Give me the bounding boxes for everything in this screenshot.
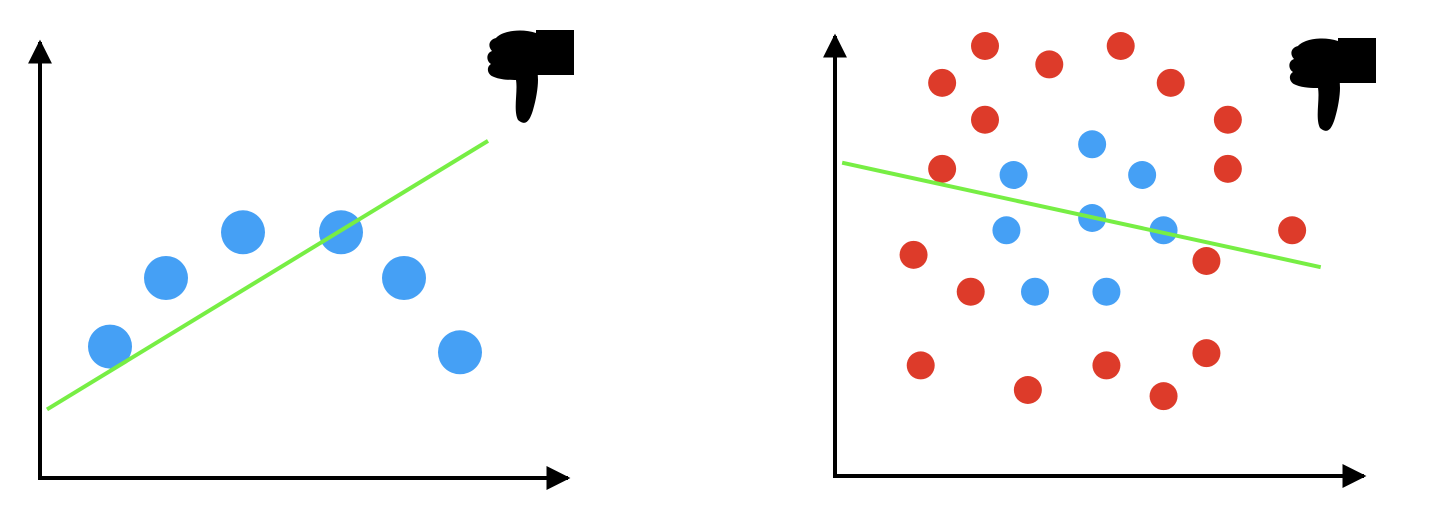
data-point-blue xyxy=(1128,161,1157,189)
data-point-red xyxy=(1013,376,1042,404)
data-point-red xyxy=(1278,216,1307,245)
data-point-red xyxy=(1156,68,1185,97)
thumbs-down-icon xyxy=(487,30,574,123)
data-point-red xyxy=(1192,339,1221,368)
thumbs-down-icon xyxy=(1289,38,1376,131)
data-point-blue xyxy=(1021,277,1049,306)
fit-line xyxy=(841,160,1322,270)
data-point-red xyxy=(1213,154,1242,183)
fit-line xyxy=(45,139,490,412)
data-point-red xyxy=(971,32,999,60)
data-point-red xyxy=(928,154,957,183)
right-scatter-panel xyxy=(823,32,1376,488)
data-point-blue xyxy=(1078,130,1107,159)
data-point-red xyxy=(1149,382,1178,411)
data-point-blue xyxy=(999,161,1028,189)
data-point-blue xyxy=(144,256,188,300)
data-point-blue xyxy=(992,216,1021,245)
data-point-blue xyxy=(1092,277,1121,306)
data-point-red xyxy=(1192,247,1221,275)
data-point-blue xyxy=(88,324,132,369)
data-point-blue xyxy=(438,330,482,375)
data-point-red xyxy=(1213,105,1242,134)
data-point-red xyxy=(928,68,957,97)
data-point-red xyxy=(971,105,999,134)
data-point-red xyxy=(899,240,928,269)
data-point-blue xyxy=(382,256,426,300)
left-scatter-panel xyxy=(28,30,574,490)
data-point-red xyxy=(1092,351,1121,380)
data-point-red xyxy=(1106,32,1135,60)
data-point-red xyxy=(906,351,935,380)
data-point-red xyxy=(956,277,985,306)
data-point-red xyxy=(1035,50,1064,79)
data-point-blue xyxy=(1149,216,1178,245)
data-point-blue xyxy=(221,210,265,255)
